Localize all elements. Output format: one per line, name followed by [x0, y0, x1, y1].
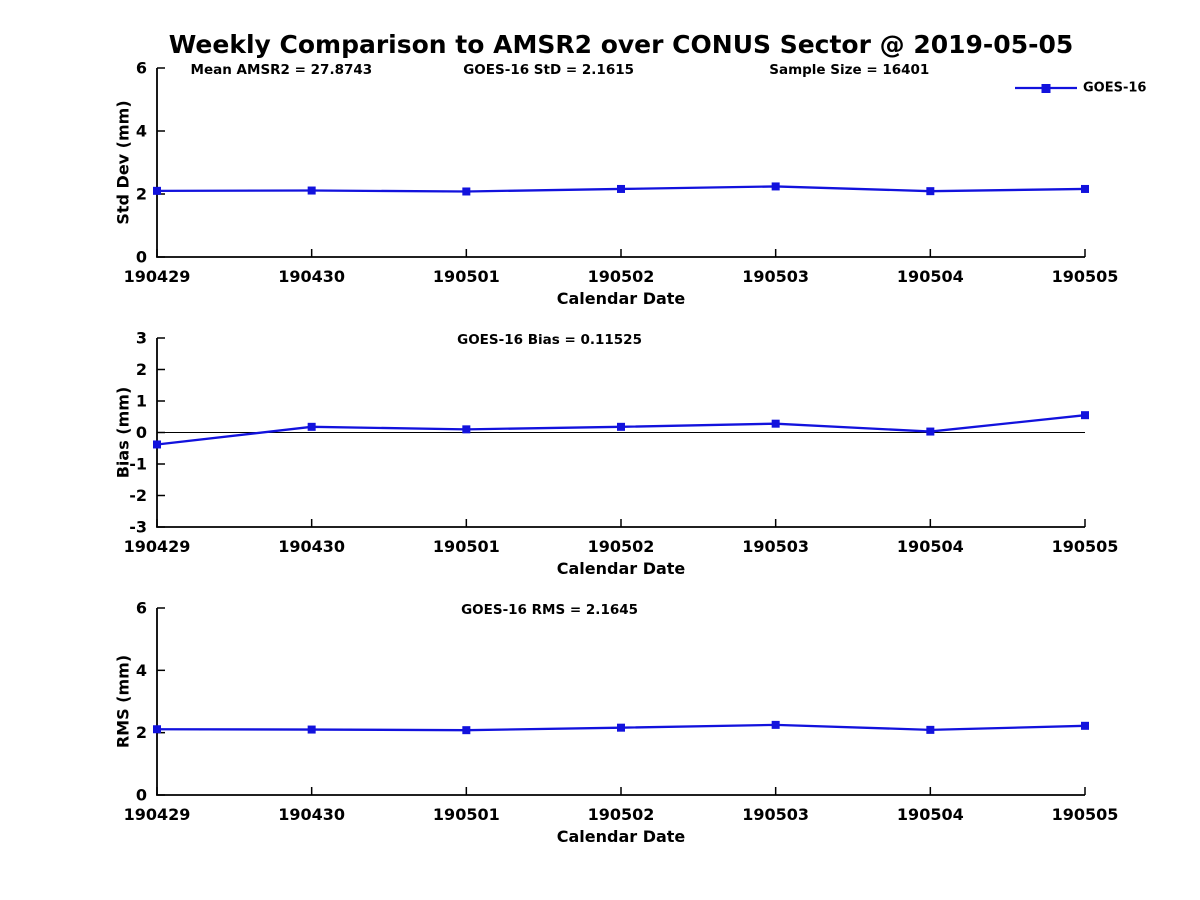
- y-tick-label: 4: [136, 122, 147, 141]
- x-tick-label: 190501: [433, 805, 500, 824]
- y-tick-label: 4: [136, 661, 147, 680]
- y-tick-label: 6: [136, 59, 147, 78]
- x-tick-label: 190502: [588, 805, 655, 824]
- x-tick-label: 190503: [742, 805, 809, 824]
- x-tick-label: 190503: [742, 267, 809, 286]
- data-point-marker: [617, 723, 625, 732]
- data-point-marker: [771, 419, 780, 428]
- std-dev-panel-group: 0 2 4 6 190429 190430 190501 190502 190503 190504…: [114, 59, 1147, 309]
- x-tick-label: 190429: [124, 267, 191, 286]
- bias-panel-group: -3 -2 -1 0 1 2 3 190429 190430 190501 190502 190503…: [114, 329, 1119, 579]
- data-point-marker: [153, 725, 161, 734]
- x-tick-label: 190504: [897, 537, 964, 556]
- x-tick-label: 190501: [433, 537, 500, 556]
- panel-annotation: Mean AMSR2 = 27.8743: [191, 62, 373, 78]
- rms-panel-group: 0 2 4 6 190429 190430 190501 190502 190503 190504…: [114, 599, 1119, 847]
- y-tick-label: -2: [129, 486, 147, 505]
- x-tick-label: 190430: [278, 805, 345, 824]
- x-tick-label: 190504: [897, 267, 964, 286]
- data-point-marker: [307, 422, 316, 431]
- data-point-marker: [462, 425, 471, 434]
- x-axis-label: Calendar Date: [557, 559, 686, 578]
- data-point-marker: [1081, 184, 1089, 193]
- x-tick-label: 190430: [278, 267, 345, 286]
- y-tick-label: 0: [136, 423, 147, 442]
- y-tick-label: 0: [136, 786, 147, 805]
- y-tick-label: 6: [136, 599, 147, 618]
- y-tick-label: 3: [136, 329, 147, 348]
- data-point-marker: [307, 725, 316, 734]
- data-point-marker: [1081, 411, 1089, 420]
- panel-annotation: GOES-16 RMS = 2.1645: [461, 602, 638, 618]
- y-tick-label: 2: [136, 723, 147, 742]
- x-axis-label: Calendar Date: [557, 827, 686, 846]
- y-tick-label: -3: [129, 518, 147, 537]
- x-tick-label: 190430: [278, 537, 345, 556]
- data-point-marker: [462, 726, 471, 735]
- x-tick-label: 190501: [433, 267, 500, 286]
- x-tick-label: 190502: [588, 537, 655, 556]
- data-point-marker: [926, 427, 935, 436]
- y-tick-label: 0: [136, 248, 147, 267]
- data-point-marker: [617, 422, 625, 431]
- data-point-marker: [153, 440, 161, 449]
- data-point-marker: [1081, 721, 1089, 730]
- x-axis-label: Calendar Date: [557, 289, 686, 308]
- x-tick-label: 190505: [1052, 537, 1119, 556]
- data-point-marker: [617, 184, 625, 193]
- y-tick-label: 2: [136, 185, 147, 204]
- data-point-marker: [462, 187, 471, 196]
- data-point-marker: [926, 725, 935, 734]
- data-point-marker: [153, 186, 161, 195]
- x-tick-label: 190503: [742, 537, 809, 556]
- legend-label: GOES-16: [1083, 81, 1146, 96]
- panel-annotation: Sample Size = 16401: [769, 62, 929, 78]
- panel-annotation: GOES-16 StD = 2.1615: [463, 62, 634, 78]
- y-axis-label: Bias (mm): [114, 387, 133, 479]
- x-tick-label: 190429: [124, 537, 191, 556]
- legend: GOES-16: [1015, 81, 1146, 96]
- data-point-marker: [926, 187, 935, 196]
- y-axis-label: Std Dev (mm): [114, 100, 133, 224]
- y-axis-label: RMS (mm): [114, 655, 133, 748]
- x-tick-label: 190505: [1052, 805, 1119, 824]
- data-point-marker: [307, 186, 316, 195]
- y-tick-label: -1: [129, 455, 147, 474]
- figure-title: Weekly Comparison to AMSR2 over CONUS Se…: [168, 30, 1074, 59]
- data-point-marker: [771, 720, 780, 729]
- data-point-marker: [771, 182, 780, 191]
- x-tick-label: 190504: [897, 805, 964, 824]
- y-tick-label: 2: [136, 360, 147, 379]
- panel-annotation: GOES-16 Bias = 0.11525: [457, 332, 642, 348]
- x-tick-label: 190502: [588, 267, 655, 286]
- y-tick-label: 1: [136, 392, 147, 411]
- x-tick-label: 190505: [1052, 267, 1119, 286]
- legend-marker: [1041, 84, 1051, 93]
- x-tick-label: 190429: [124, 805, 191, 824]
